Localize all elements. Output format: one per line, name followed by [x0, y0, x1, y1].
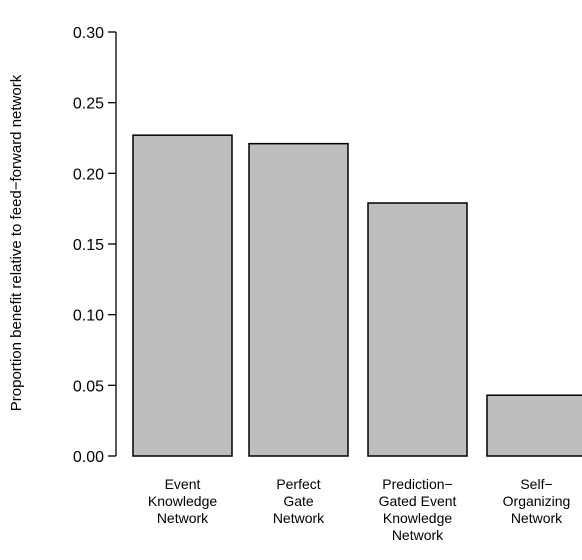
- y-tick-label: 0.20: [73, 166, 104, 183]
- x-tick-label-line: Perfect: [276, 476, 320, 492]
- y-tick-label: 0.30: [73, 25, 104, 42]
- x-tick-label-line: Network: [157, 510, 209, 526]
- x-tick-label-line: Prediction−: [382, 476, 452, 492]
- x-tick-label-line: Network: [511, 510, 563, 526]
- bar: [486, 394, 582, 457]
- x-tick-label-line: Event: [165, 476, 201, 492]
- y-tick-label: 0.15: [73, 237, 104, 254]
- x-tick-label: Prediction− Gated Event Knowledge Network: [379, 476, 457, 543]
- x-tick-label-line: Network: [273, 510, 325, 526]
- bars-group: [132, 134, 582, 457]
- y-axis: 0.00 0.05 0.10 0.15 0.20 0.25 0.30: [73, 25, 117, 466]
- x-tick-label: Perfect Gate Network: [273, 476, 325, 526]
- x-tick-label-line: Knowledge: [383, 510, 452, 526]
- x-tick-label: Event Knowledge Network: [148, 476, 217, 526]
- y-tick-label: 0.25: [73, 96, 104, 113]
- y-axis-label: Proportion benefit relative to feed−forw…: [8, 74, 25, 411]
- bar: [248, 142, 349, 457]
- bar: [132, 134, 233, 457]
- y-tick-label: 0.00: [73, 449, 104, 466]
- x-tick-label-line: Gate: [283, 493, 314, 509]
- bar: [367, 202, 468, 457]
- x-tick-label-line: Gated Event: [379, 493, 457, 509]
- y-tick-label: 0.10: [73, 308, 104, 325]
- x-tick-label-line: Knowledge: [148, 493, 217, 509]
- y-tick-label: 0.05: [73, 378, 104, 395]
- x-tick-label-line: Organizing: [503, 493, 571, 509]
- x-tick-label-line: Self−: [520, 476, 552, 492]
- x-tick-label-line: Network: [392, 527, 444, 543]
- x-tick-label: Self− Organizing Network: [503, 476, 571, 526]
